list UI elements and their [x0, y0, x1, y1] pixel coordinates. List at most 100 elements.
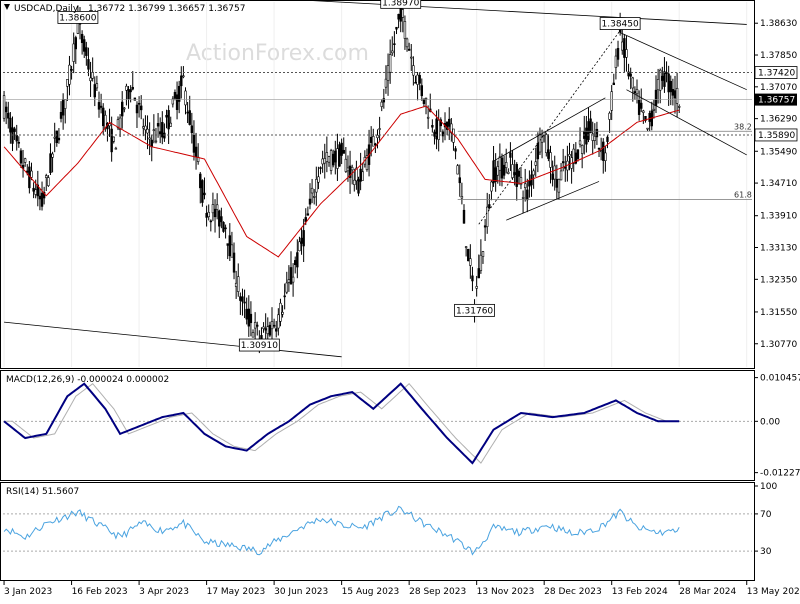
- candle-body: [17, 142, 21, 144]
- price-grid: [3, 2, 748, 367]
- candle-body: [521, 197, 525, 199]
- candle-body: [454, 148, 457, 152]
- candle-body: [631, 77, 634, 89]
- candle-body: [194, 146, 198, 158]
- candle-body: [606, 136, 609, 142]
- candle-body: [627, 71, 630, 77]
- level-price-tag-bg: [755, 128, 797, 141]
- falling-channel-lower: [626, 89, 747, 156]
- candle-body: [477, 268, 480, 279]
- candle-body: [49, 153, 52, 173]
- candle-body: [572, 148, 575, 164]
- candle-body: [218, 210, 221, 227]
- candle-body: [629, 73, 632, 77]
- candle-body: [169, 122, 172, 127]
- candle-body: [205, 212, 208, 218]
- candle-body: [53, 136, 56, 139]
- candle-body: [156, 123, 160, 127]
- candle-body: [336, 148, 339, 169]
- candle-body: [230, 244, 234, 258]
- swing-label-text: 1.38970: [382, 0, 419, 8]
- candle-body: [591, 133, 594, 141]
- candle-body: [203, 192, 206, 196]
- time-tick-label: 16 Feb 2023: [72, 587, 128, 597]
- candle-body: [659, 69, 662, 91]
- candle-body: [308, 198, 312, 205]
- candle-body: [635, 89, 639, 95]
- candle-body: [526, 189, 529, 201]
- candle-body: [192, 134, 196, 153]
- price-panel-frame: [0, 0, 755, 369]
- candle-body: [599, 150, 603, 153]
- candle-body: [517, 170, 521, 177]
- level-price-tag: 1.35890: [758, 131, 795, 141]
- candle-body: [310, 187, 314, 194]
- candle-body: [279, 302, 282, 322]
- price-tick-label: 1.31550: [760, 308, 797, 318]
- candle-body: [148, 137, 151, 140]
- candle-body: [365, 155, 369, 170]
- candle-body: [671, 89, 675, 96]
- candle-body: [424, 97, 428, 100]
- candle-body: [131, 86, 134, 90]
- candle-body: [40, 192, 44, 207]
- candle-body: [507, 171, 510, 174]
- candle-body: [405, 38, 409, 48]
- candle-body: [251, 332, 255, 338]
- candle-body: [59, 112, 63, 119]
- candle-body: [656, 79, 660, 91]
- candle-body: [372, 136, 375, 147]
- fib-level-label: 61.8: [734, 190, 752, 199]
- candle-body: [87, 59, 90, 70]
- candle-body: [490, 181, 493, 192]
- candle-body: [555, 178, 559, 188]
- candle-body: [64, 99, 67, 109]
- candle-body: [462, 209, 466, 224]
- candle-body: [559, 170, 563, 181]
- candle-body: [234, 282, 238, 287]
- candle-body: [45, 175, 48, 178]
- level-price-tag-border: [754, 66, 798, 79]
- candle-body: [83, 39, 86, 52]
- candle-body: [241, 296, 244, 302]
- time-tick-label: 13 May 2024: [747, 587, 800, 597]
- candle-body: [61, 99, 65, 116]
- fib-level-label: 38.2: [734, 122, 752, 131]
- candle-body: [232, 252, 236, 273]
- price-tick-label: 1.35490: [760, 147, 797, 157]
- dotted-trendline: [478, 30, 621, 225]
- candle-body: [395, 26, 398, 30]
- candle-body: [456, 165, 459, 175]
- candle-body: [9, 117, 12, 133]
- candle-body: [188, 110, 191, 125]
- candle-body: [36, 184, 40, 197]
- candle-body: [665, 72, 668, 74]
- candle-body: [118, 117, 122, 130]
- candle-body: [2, 95, 6, 119]
- candle-body: [578, 140, 582, 145]
- candle-body: [538, 133, 542, 153]
- swing-label-text: 1.30910: [241, 341, 278, 351]
- candle-body: [133, 97, 137, 101]
- candle-body: [325, 152, 329, 162]
- candle-body: [68, 64, 71, 85]
- candle-body: [19, 150, 23, 164]
- collapse-arrow-icon[interactable]: [4, 4, 10, 10]
- candle-body: [667, 73, 670, 93]
- candle-body: [15, 135, 18, 142]
- candle-body: [602, 141, 605, 161]
- candle-body: [515, 163, 518, 187]
- candle-body: [642, 110, 645, 113]
- price-tick-label: 1.30770: [760, 340, 797, 350]
- price-tick-label: 1.33910: [760, 212, 797, 222]
- candle-body: [604, 152, 607, 161]
- candle-body: [114, 147, 118, 150]
- candle-body: [669, 80, 672, 93]
- candle-body: [511, 164, 514, 179]
- time-tick-label: 13 Feb 2024: [612, 587, 668, 597]
- candle-body: [177, 85, 181, 102]
- chart-header-symbol: USDCAD,Daily: [14, 4, 79, 14]
- candle-body: [108, 123, 111, 127]
- candle-body: [410, 56, 413, 59]
